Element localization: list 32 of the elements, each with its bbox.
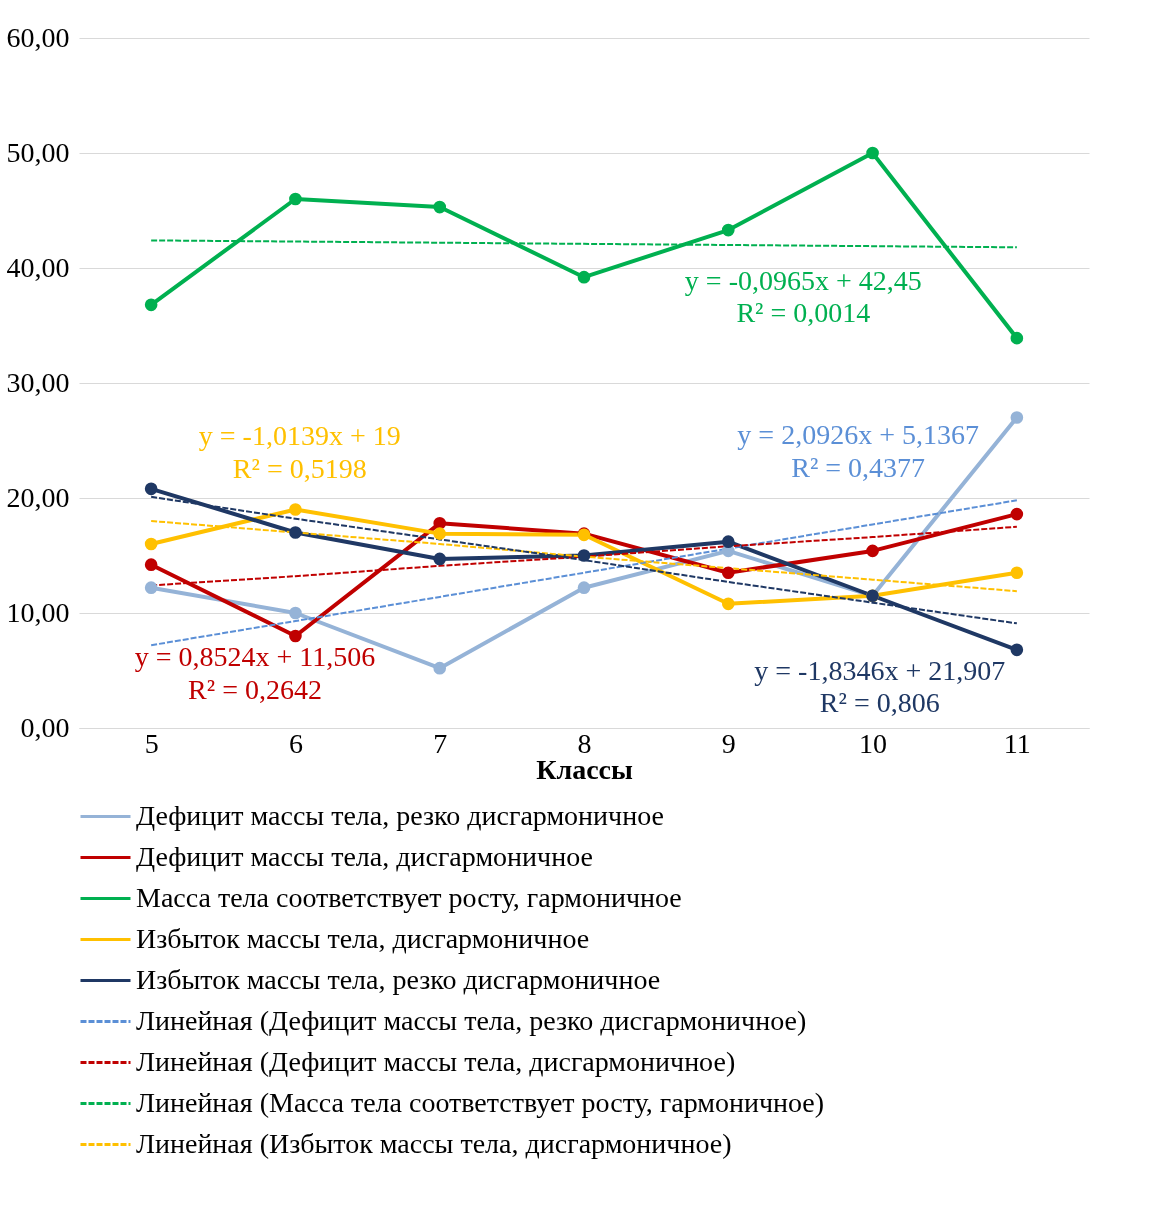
legend-label: Избыток массы тела, дисгармоничное bbox=[136, 922, 590, 954]
annotation: R² = 0,0014 bbox=[736, 297, 871, 328]
legend-label: Линейная (Масса тела соответствует росту, гармоничное) bbox=[136, 1086, 825, 1118]
y-tick-label: 50,00 bbox=[6, 136, 70, 168]
x-tick-label: 6 bbox=[288, 727, 303, 759]
annotation: y = -0,0965x + 42,45 bbox=[684, 264, 922, 296]
legend-label: Избыток массы тела, резко дисгармоничное bbox=[136, 963, 661, 995]
y-tick-label: 20,00 bbox=[6, 481, 70, 513]
y-tick-label: 40,00 bbox=[6, 251, 70, 283]
annotation: y = -1,0139x + 19 bbox=[198, 420, 401, 452]
x-tick-label: 10 bbox=[859, 727, 888, 759]
x-tick-label: 11 bbox=[1003, 727, 1031, 759]
legend-label: Линейная (Дефицит массы тела, дисгармоничное) bbox=[136, 1045, 736, 1077]
y-tick-label: 60,00 bbox=[6, 21, 70, 53]
legend-label: Дефицит массы тела, дисгармоничное bbox=[136, 840, 593, 872]
legend-label: Линейная (Избыток массы тела, дисгармоничное) bbox=[136, 1127, 732, 1159]
y-tick-label: 0,00 bbox=[20, 711, 70, 743]
annotation: R² = 0,4377 bbox=[791, 452, 926, 484]
x-tick-label: 7 bbox=[433, 727, 448, 759]
x-tick-label: 5 bbox=[144, 727, 159, 759]
annotation: R² = 0,806 bbox=[819, 686, 940, 718]
x-tick-label: 9 bbox=[721, 727, 736, 759]
legend-label: Линейная (Дефицит массы тела, резко дисгармоничное) bbox=[136, 1004, 807, 1036]
annotation: y = -1,8346x + 21,907 bbox=[754, 654, 1006, 686]
annotation: y = 2,0926x + 5,1367 bbox=[737, 418, 979, 450]
legend-label: Дефицит массы тела, резко дисгармоничное bbox=[136, 799, 664, 831]
annotation: R² = 0,2642 bbox=[188, 674, 322, 706]
legend-label: Масса тела соответствует росту, гармоничное bbox=[136, 881, 682, 913]
y-tick-label: 30,00 bbox=[6, 366, 70, 398]
annotation: R² = 0,5198 bbox=[232, 453, 367, 485]
annotation: y = 0,8524x + 11,506 bbox=[134, 641, 376, 673]
y-tick-label: 10,00 bbox=[6, 596, 70, 628]
